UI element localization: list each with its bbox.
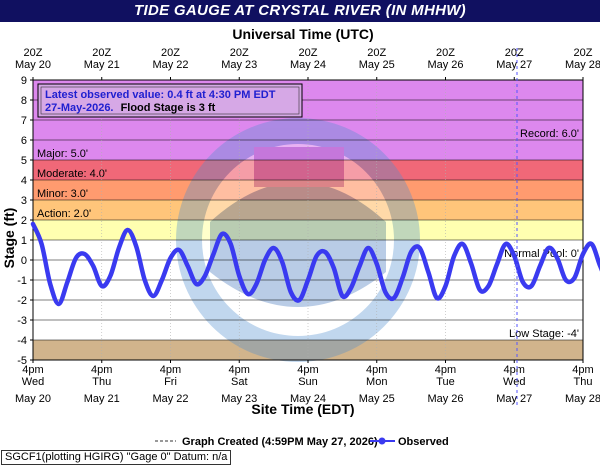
threshold-label-6: Low Stage: -4'	[509, 328, 579, 340]
bottom-tick-date: May 25	[359, 393, 395, 405]
top-tick-hour: 20Z	[92, 47, 111, 59]
y-tick-label: 3	[21, 195, 27, 207]
top-tick-day: May 27	[496, 59, 532, 71]
y-tick-label: -1	[17, 275, 27, 287]
bottom-tick-date: May 26	[427, 393, 463, 405]
threshold-label-3: Minor: 3.0'	[37, 188, 88, 200]
tide-chart: Record: 6.0' Major: 5.0' Moderate: 4.0' Min…	[1, 26, 600, 448]
top-tick-day: May 28	[565, 59, 600, 71]
threshold-label-4: Action: 2.0'	[37, 208, 91, 220]
bottom-tick-hour: 4pm	[297, 364, 318, 376]
threshold-label-2: Moderate: 4.0'	[37, 168, 107, 180]
legend-created-label: Graph Created (4:59PM May 27, 2026)	[182, 436, 378, 448]
latest-line-1: Latest observed value: 0.4 ft at 4:30 PM…	[45, 89, 276, 101]
series-line-0	[30, 221, 600, 307]
y-tick-label: -5	[17, 355, 27, 367]
bottom-tick-date: May 22	[152, 393, 188, 405]
y-tick-label: -4	[17, 335, 27, 347]
bottom-tick-weekday: Sat	[231, 376, 248, 388]
bottom-tick-hour: 4pm	[366, 364, 387, 376]
observed-series	[30, 221, 600, 307]
y-tick-label: 0	[21, 255, 27, 267]
top-tick-day: May 26	[427, 59, 463, 71]
svg-text:27-May-2026. Flood Stage: 27-May-2026. Flood Stage is 3 ft	[45, 102, 216, 114]
top-tick-day: May 20	[15, 59, 51, 71]
top-tick-day: May 25	[359, 59, 395, 71]
legend-observed-label: Observed	[398, 436, 449, 448]
top-tick-hour: 20Z	[436, 47, 455, 59]
top-tick-day: May 22	[152, 59, 188, 71]
bottom-tick-date: May 20	[15, 393, 51, 405]
bottom-tick-hour: 4pm	[91, 364, 112, 376]
y-tick-label: -2	[17, 295, 27, 307]
y-tick-label: 5	[21, 155, 27, 167]
datum-note: SGCF1(plotting HGIRG) "Gage 0" Datum: n/…	[1, 450, 232, 465]
bottom-tick-weekday: Tue	[436, 376, 455, 388]
top-tick-day: May 21	[84, 59, 120, 71]
top-tick-hour: 20Z	[161, 47, 180, 59]
top-tick-hour: 20Z	[367, 47, 386, 59]
bottom-tick-weekday: Wed	[22, 376, 44, 388]
top-tick-day: May 24	[290, 59, 326, 71]
bottom-tick-weekday: Wed	[503, 376, 525, 388]
top-tick-hour: 20Z	[574, 47, 593, 59]
top-tick-hour: 20Z	[299, 47, 318, 59]
bottom-tick-hour: 4pm	[22, 364, 43, 376]
y-tick-label: 1	[21, 235, 27, 247]
threshold-labels: Record: 6.0' Major: 5.0' Moderate: 4.0' Min…	[37, 128, 579, 340]
flood-stage-note: Flood Stage is 3 ft	[121, 102, 216, 114]
bottom-tick-date: May 27	[496, 393, 532, 405]
threshold-label-5: Normal Pool: 0'	[504, 248, 579, 260]
bottom-tick-hour: 4pm	[572, 364, 593, 376]
bottom-tick-hour: 4pm	[160, 364, 181, 376]
top-tick-hour: 20Z	[230, 47, 249, 59]
legend: Graph Created (4:59PM May 27, 2026) Obse…	[155, 436, 449, 448]
legend-observed-marker	[378, 437, 386, 445]
bottom-tick-hour: 4pm	[504, 364, 525, 376]
threshold-label-0: Record: 6.0'	[520, 128, 579, 140]
top-tick-hour: 20Z	[24, 47, 43, 59]
bottom-tick-hour: 4pm	[435, 364, 456, 376]
latest-value-box: Latest observed value: 0.4 ft at 4:30 PM…	[37, 83, 303, 118]
bottom-tick-date: May 23	[221, 393, 257, 405]
y-axis-title: Stage (ft)	[1, 208, 17, 269]
top-tick-day: May 23	[221, 59, 257, 71]
threshold-label-1: Major: 5.0'	[37, 148, 88, 160]
top-axis-title: Universal Time (UTC)	[232, 26, 373, 42]
y-tick-label: 9	[21, 75, 27, 87]
y-tick-label: 7	[21, 115, 27, 127]
y-tick-label: 4	[21, 175, 27, 187]
footer: SGCF1(plotting HGIRG) "Gage 0" Datum: n/…	[0, 450, 600, 465]
chart-title: TIDE GAUGE AT CRYSTAL RIVER (IN MHHW)	[0, 0, 600, 22]
bottom-axis-title: Site Time (EDT)	[251, 401, 354, 417]
bottom-tick-hour: 4pm	[229, 364, 250, 376]
bottom-tick-date: May 28	[565, 393, 600, 405]
top-tick-hour: 20Z	[505, 47, 524, 59]
y-tick-label: 8	[21, 95, 27, 107]
y-tick-label: -3	[17, 315, 27, 327]
bottom-tick-weekday: Mon	[366, 376, 387, 388]
bottom-tick-date: May 24	[290, 393, 326, 405]
y-tick-label: 2	[21, 215, 27, 227]
latest-date: 27-May-2026.	[45, 102, 114, 114]
y-tick-label: 6	[21, 135, 27, 147]
bottom-tick-weekday: Sun	[298, 376, 318, 388]
bottom-tick-weekday: Fri	[164, 376, 177, 388]
bottom-tick-date: May 21	[84, 393, 120, 405]
bottom-tick-weekday: Thu	[92, 376, 111, 388]
bottom-tick-weekday: Thu	[574, 376, 593, 388]
